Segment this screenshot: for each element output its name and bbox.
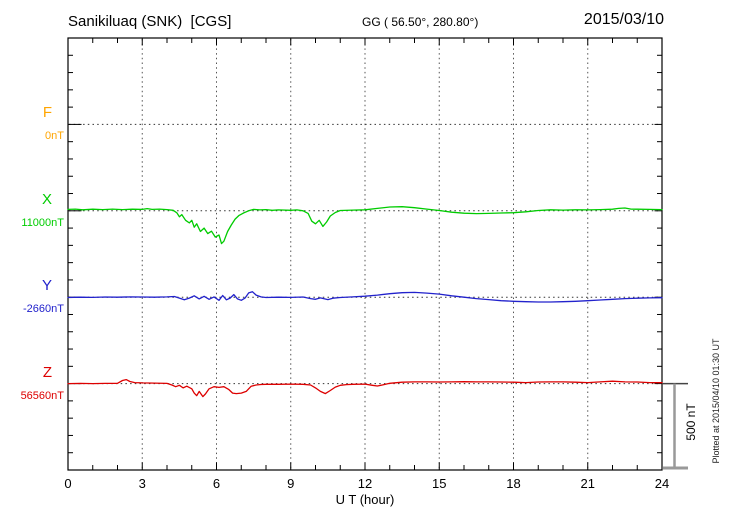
plotted-timestamp-note: Plotted at 2015/04/10 01:30 UT bbox=[711, 338, 721, 464]
plot-date: 2015/03/10 bbox=[583, 11, 664, 28]
x-tick-label: 24 bbox=[654, 476, 670, 491]
x-tick-label: 0 bbox=[64, 476, 72, 491]
plot-frame bbox=[67, 37, 663, 471]
channel-baseline-value-F: 0nT bbox=[45, 130, 64, 143]
x-tick-label: 21 bbox=[580, 476, 595, 491]
channel-label-X: X bbox=[41, 190, 52, 208]
trace-Y bbox=[67, 291, 663, 303]
x-tick-label: 3 bbox=[138, 476, 146, 491]
geographic-coordinates: GG ( 56.50°, 280.80°) bbox=[362, 15, 479, 29]
channel-label-Y: Y bbox=[41, 277, 52, 295]
x-tick-label: 18 bbox=[506, 476, 521, 491]
x-tick-label: 12 bbox=[357, 476, 373, 491]
channel-baseline-value-Y: -2660nT bbox=[23, 303, 64, 316]
x-tick-label: 15 bbox=[432, 476, 447, 491]
trace-X bbox=[67, 206, 663, 245]
x-tick-label: 6 bbox=[212, 476, 221, 491]
channel-label-F: F bbox=[42, 104, 52, 122]
channel-baseline-value-Z: 56560nT bbox=[20, 389, 64, 402]
station-title: Sanikiluaq (SNK) [CGS] bbox=[68, 13, 232, 30]
trace-Z bbox=[67, 378, 663, 398]
scale-bar-label: 500 nT bbox=[684, 403, 698, 441]
channel-baseline-value-X: 11000nT bbox=[21, 216, 64, 229]
x-axis-label: U T (hour) bbox=[335, 492, 395, 507]
channel-label-Z: Z bbox=[42, 363, 52, 381]
x-tick-label: 9 bbox=[287, 476, 295, 491]
